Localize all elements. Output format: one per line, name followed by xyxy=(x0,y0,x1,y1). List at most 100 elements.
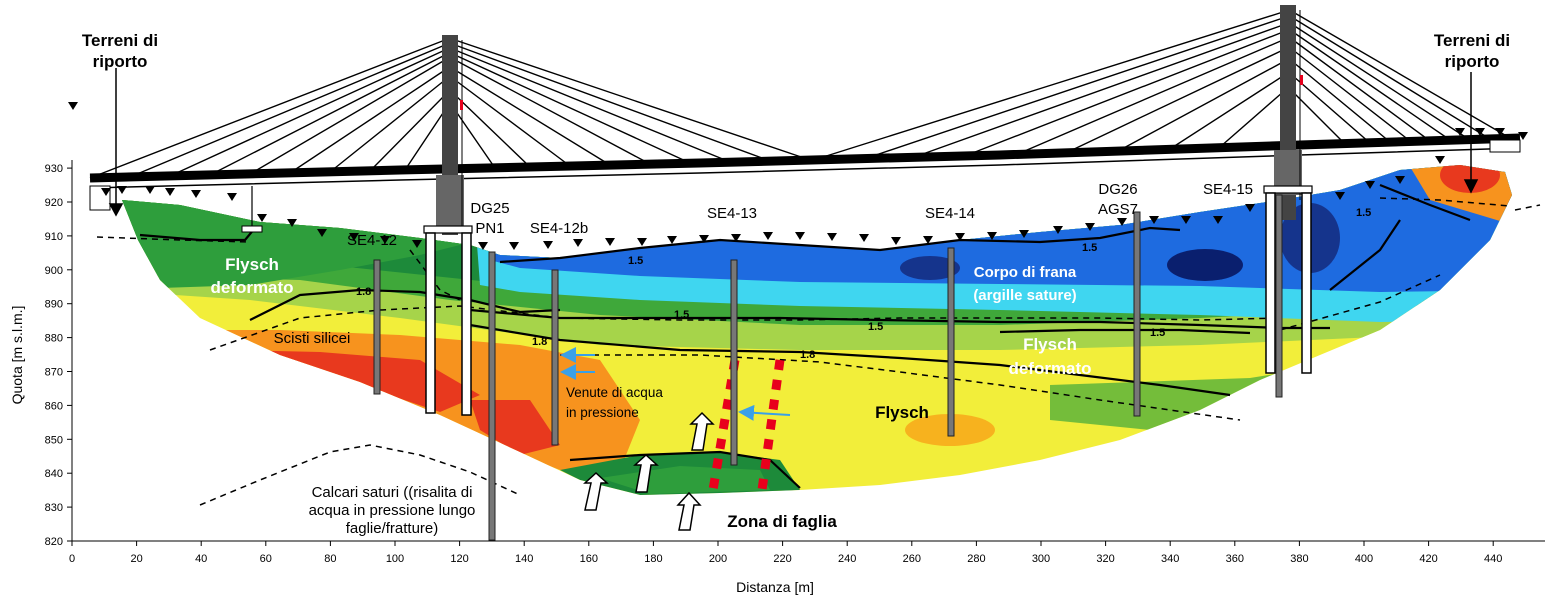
ground-marker-icon xyxy=(478,242,488,250)
water-inflow-arrows xyxy=(560,347,791,421)
boundary-line xyxy=(409,249,461,301)
ground-marker-icon xyxy=(1245,204,1255,212)
x-ticks: 0 20 40 60 80 100 120 140 160 180 200 220 240 260 280 3… xyxy=(69,541,1502,565)
borehole-label-se4-14: SE4-14 xyxy=(925,205,975,222)
x-tick-label: 80 xyxy=(324,553,336,565)
borehole xyxy=(947,247,955,437)
y-tick-label: 830 xyxy=(45,502,63,514)
ground-marker-icon xyxy=(1435,156,1445,164)
ground-marker-icon xyxy=(573,239,583,247)
ground-marker-icon xyxy=(145,186,155,194)
up-arrow-icon xyxy=(689,411,715,451)
x-tick-label: 380 xyxy=(1290,553,1308,565)
ground-marker-icon xyxy=(1085,223,1095,231)
contour-label: 1.5 xyxy=(1082,242,1097,254)
ground-marker-icon xyxy=(955,233,965,241)
boundary-line xyxy=(560,354,1241,421)
stay-cables-left xyxy=(89,39,811,179)
borehole-label-ags7: AGS7 xyxy=(1098,201,1138,218)
axes: 0 20 40 60 80 100 120 140 160 180 200 220 240 260 280 3… xyxy=(9,160,1545,595)
pile xyxy=(1265,192,1276,374)
contour-lines xyxy=(139,183,1471,489)
geological-boundaries xyxy=(96,197,1541,506)
borehole-label-se4-13: SE4-13 xyxy=(707,205,757,222)
ground-marker-icon xyxy=(1335,192,1345,200)
x-tick-label: 0 xyxy=(69,553,75,565)
y-axis-label: Quota [m s.l.m.] xyxy=(9,306,25,405)
contour-label: 1.5 xyxy=(1150,327,1165,339)
contour-label: 1.5 xyxy=(868,321,883,333)
y-tick-label: 920 xyxy=(45,197,63,209)
flysch-deformato-right-line1: Flysch xyxy=(1023,335,1077,354)
y-ticks: 820 830 840 850 860 870 880 890 900 910 920 930 xyxy=(45,163,72,548)
y-tick-label: 890 xyxy=(45,299,63,311)
boundary-line xyxy=(96,236,251,243)
ground-marker-icon xyxy=(1213,216,1223,224)
ground-marker-icon xyxy=(699,235,709,243)
ground-marker-icon xyxy=(543,241,553,249)
ground-marker-icon xyxy=(987,232,997,240)
ground-marker-icon xyxy=(1117,218,1127,226)
annotations: Terreni di riporto Terreni di riporto Fl… xyxy=(82,31,1510,537)
contour-label: 1.5 xyxy=(1356,207,1371,219)
flysch-deformato-left-line1: Flysch xyxy=(225,255,279,274)
up-arrow-icon xyxy=(633,453,659,493)
ground-marker-icon xyxy=(1053,226,1063,234)
stay-cables-right xyxy=(819,11,1511,159)
terreni-right-line1: Terreni di xyxy=(1434,31,1510,50)
contour-label: 1.8 xyxy=(532,336,547,348)
x-tick-label: 340 xyxy=(1161,553,1179,565)
boundary-line xyxy=(1514,204,1541,211)
ground-marker-icon xyxy=(227,193,237,201)
contour-line xyxy=(1379,183,1471,222)
contour-line xyxy=(499,226,1181,264)
contour-label: 1.5 xyxy=(674,309,689,321)
x-tick-label: 260 xyxy=(903,553,921,565)
bridge-deck xyxy=(89,133,1521,183)
flysch-deformato-right-line2: deformato xyxy=(1008,359,1091,378)
ground-marker-icon xyxy=(317,229,327,237)
x-tick-label: 20 xyxy=(130,553,142,565)
piles xyxy=(425,192,1312,416)
y-tick-label: 910 xyxy=(45,231,63,243)
up-arrow-icon xyxy=(676,491,702,531)
x-tick-label: 120 xyxy=(450,553,468,565)
bridge xyxy=(89,5,1521,235)
ground-marker-icon xyxy=(349,233,359,241)
ground-marker-icon xyxy=(1495,128,1505,136)
borehole xyxy=(1275,194,1283,398)
borehole xyxy=(730,259,738,466)
pile xyxy=(461,232,472,416)
ground-marker-icon xyxy=(257,214,267,222)
venute-line2: in pressione xyxy=(566,405,639,420)
x-tick-label: 300 xyxy=(1032,553,1050,565)
ground-marker-icon xyxy=(923,236,933,244)
y-tick-label: 930 xyxy=(45,163,63,175)
fault-line xyxy=(757,359,785,491)
corpo-frana-line1: Corpo di frana xyxy=(974,264,1077,281)
ground-marker-icon xyxy=(605,238,615,246)
x-tick-label: 220 xyxy=(773,553,791,565)
x-tick-label: 200 xyxy=(709,553,727,565)
terreni-pointers xyxy=(108,68,1479,217)
borehole-label-pn1: PN1 xyxy=(475,220,504,237)
ground-marker-icon xyxy=(667,236,677,244)
ground-marker-icon xyxy=(412,240,422,248)
zona-faglia-label: Zona di faglia xyxy=(727,512,837,531)
y-tick-label: 820 xyxy=(45,536,63,548)
borehole-label-se4-15: SE4-15 xyxy=(1203,181,1253,198)
contour-line xyxy=(139,227,256,242)
terreni-right-line2: riporto xyxy=(1445,52,1500,71)
y-tick-label: 870 xyxy=(45,367,63,379)
ground-marker-icon xyxy=(827,233,837,241)
ground-marker-icon xyxy=(1518,132,1528,140)
contour-labels: 1.8 1.5 1.5 1.5 1.5 1.8 1.8 1.5 1.5 xyxy=(356,207,1371,361)
borehole-label-dg26: DG26 xyxy=(1098,181,1137,198)
y-tick-label: 840 xyxy=(45,468,63,480)
boundary-line xyxy=(1379,197,1511,207)
x-tick-label: 320 xyxy=(1096,553,1114,565)
ground-surface-markers xyxy=(68,102,1528,250)
contour-line xyxy=(469,308,1330,330)
pile xyxy=(1301,192,1312,374)
boundary-line xyxy=(199,444,521,506)
